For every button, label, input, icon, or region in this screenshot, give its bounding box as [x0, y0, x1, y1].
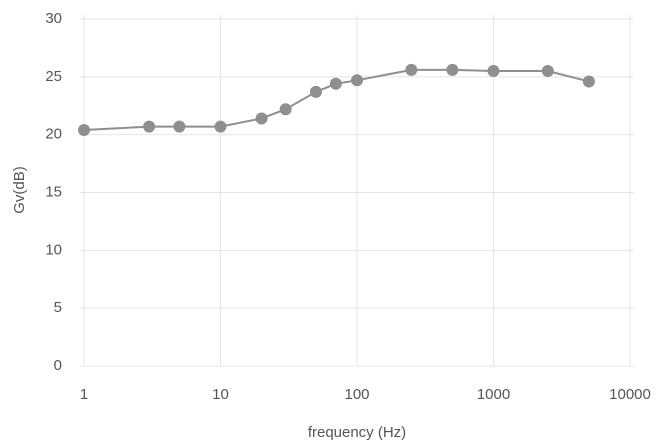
series-line: [83, 68, 590, 132]
data-point: [173, 120, 186, 133]
data-point: [279, 103, 292, 116]
data-point: [405, 63, 418, 76]
y-axis-title: Gv(dB): [11, 166, 28, 214]
data-point: [214, 120, 227, 133]
y-tick-label: 30: [45, 10, 62, 27]
y-tick-label: 10: [45, 241, 62, 258]
y-tick-label: 5: [54, 299, 62, 316]
data-point: [309, 85, 322, 98]
data-point: [351, 74, 363, 87]
y-tick-label: 25: [45, 68, 62, 85]
x-tick-label: 1: [80, 386, 88, 403]
data-point: [541, 65, 554, 78]
data-point: [446, 63, 459, 76]
data-point: [78, 124, 90, 137]
x-axis-title: frequency (Hz): [308, 424, 406, 441]
x-tick-label: 10: [212, 386, 229, 403]
data-point: [582, 75, 595, 88]
data-point: [255, 112, 268, 125]
data-point: [143, 120, 156, 133]
y-tick-label: 0: [54, 357, 62, 374]
data-point: [487, 65, 500, 78]
y-tick-label: 15: [45, 183, 62, 200]
x-tick-label: 100: [344, 386, 369, 403]
x-tick-label: 10000: [609, 386, 651, 403]
y-tick-label: 20: [45, 126, 62, 143]
data-point: [329, 77, 342, 90]
x-tick-label: 1000: [477, 386, 510, 403]
